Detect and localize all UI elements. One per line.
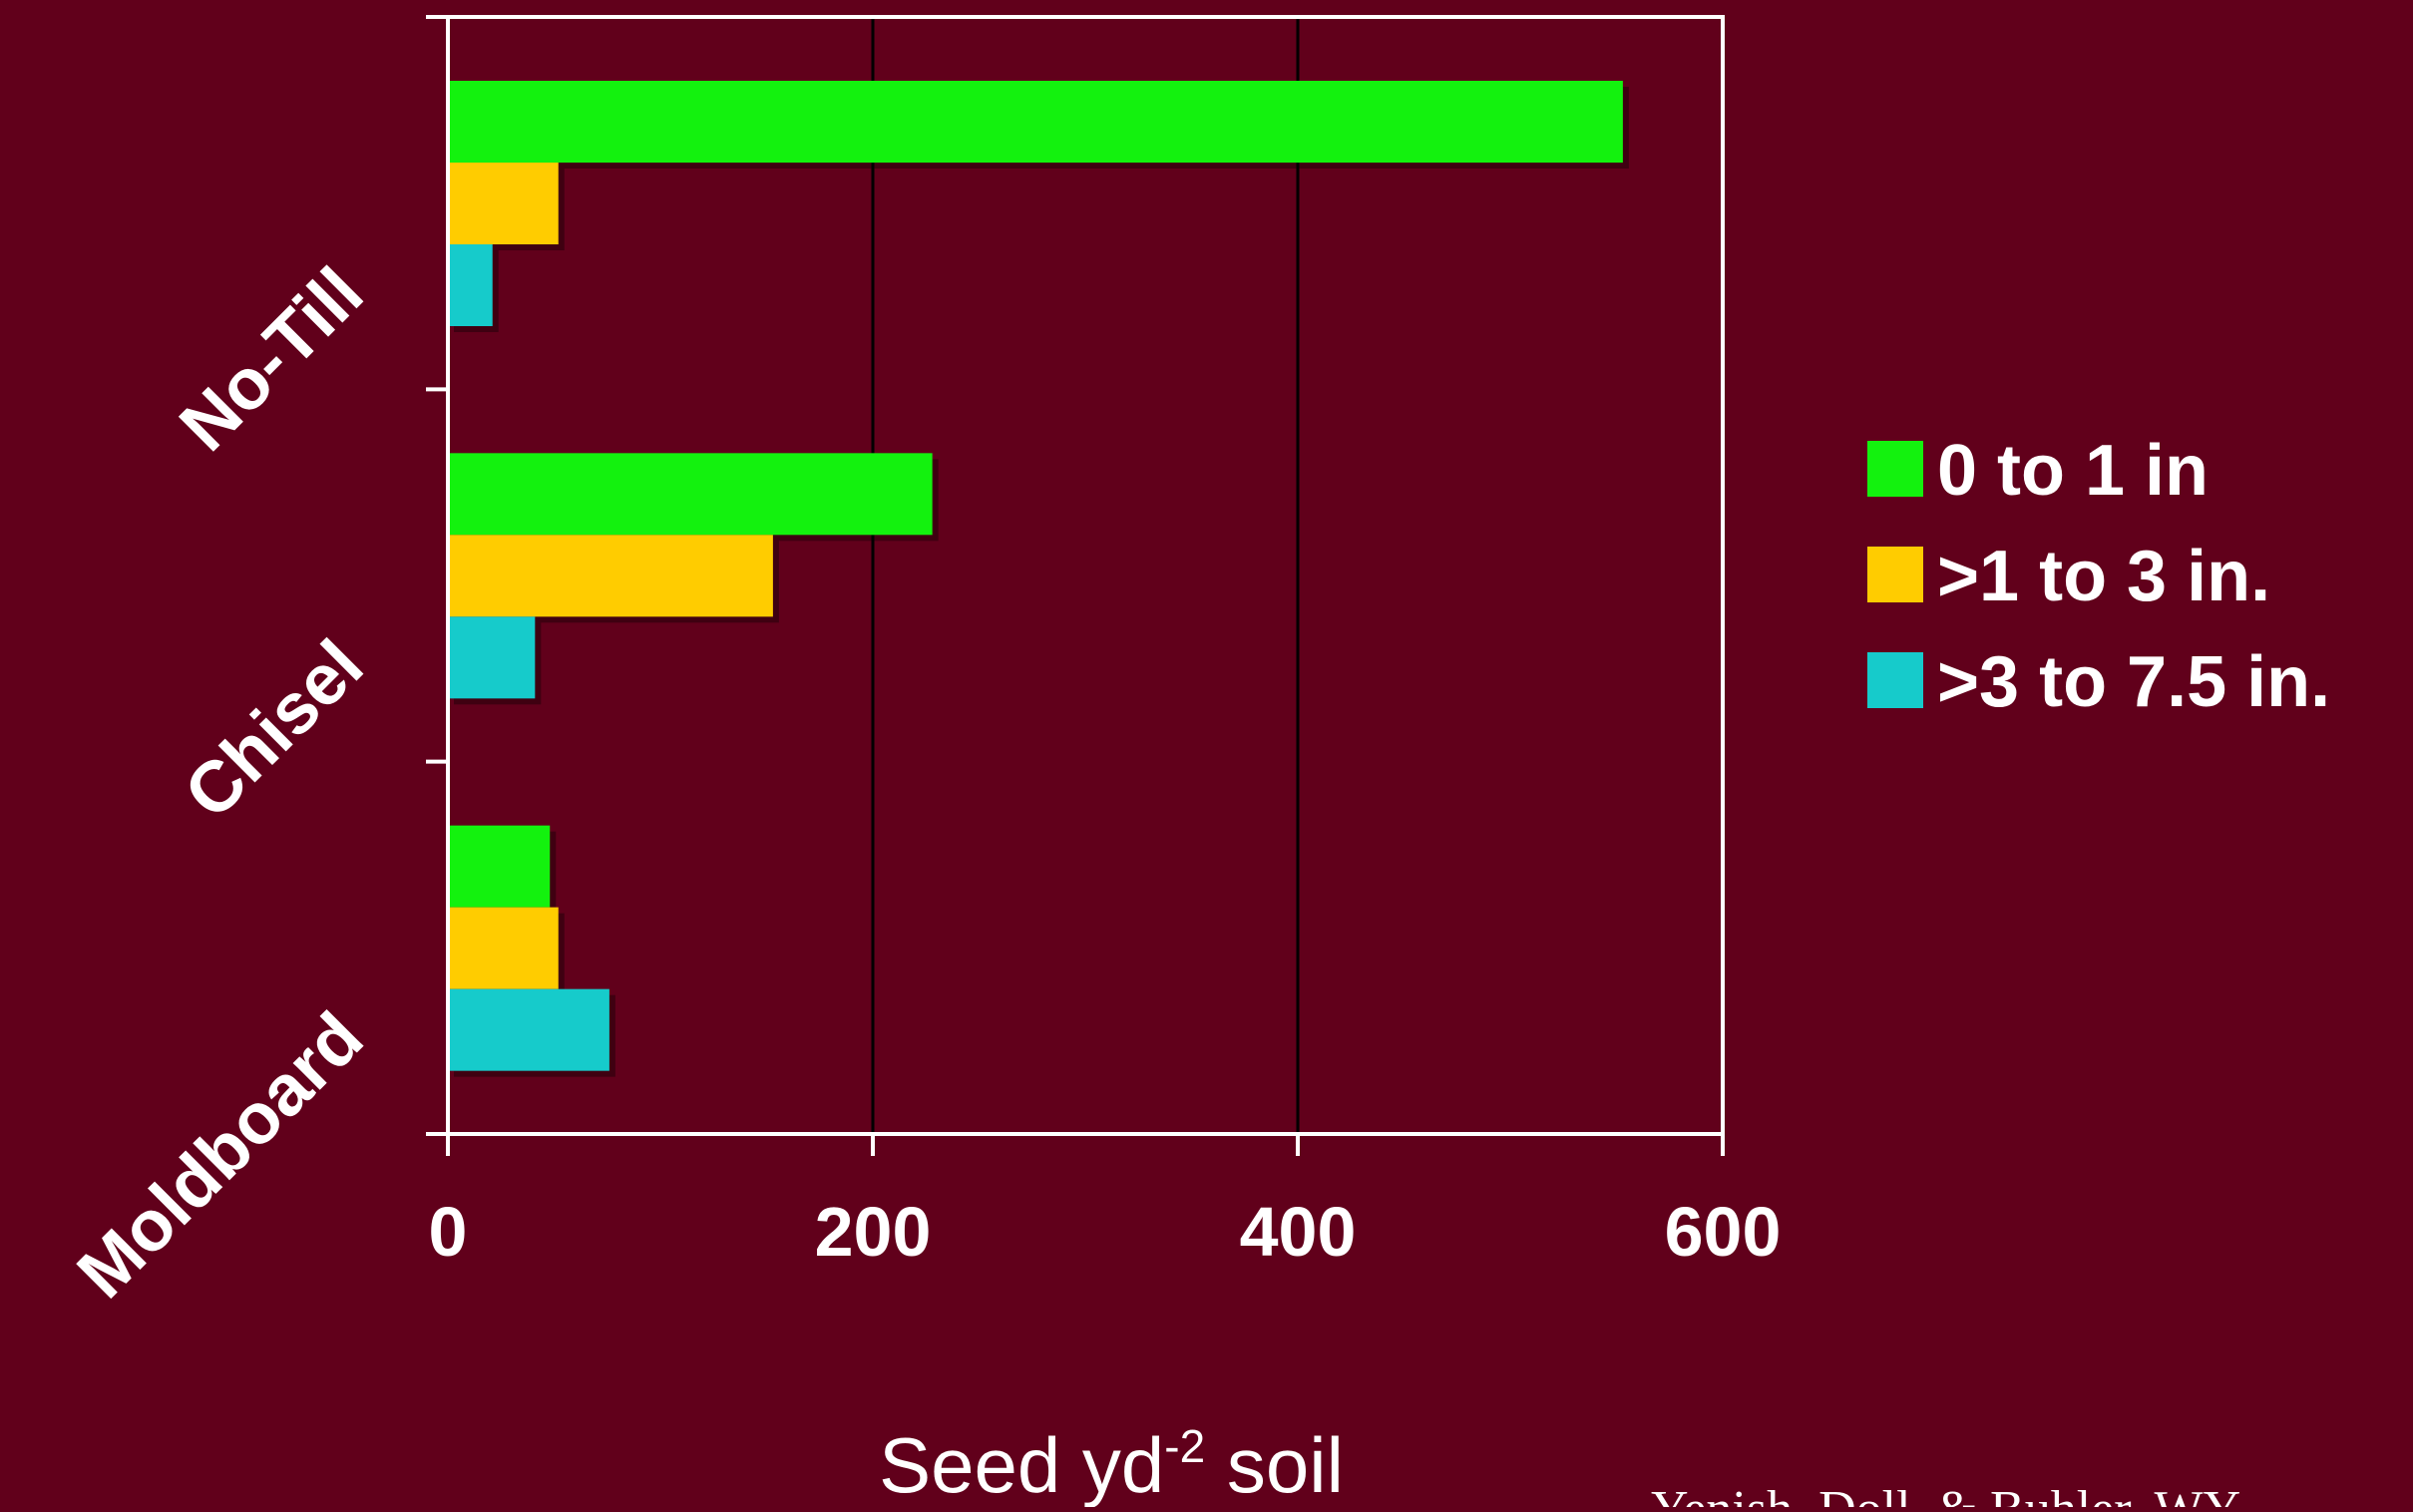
bar-chisel-1 — [448, 453, 933, 536]
legend: 0 to 1 in >1 to 3 in. >3 to 7.5 in. — [1867, 431, 2330, 722]
source-note: Yenish, Doll, & Buhler, WY — [1651, 1481, 2240, 1507]
x-axis-title-suffix: soil — [1205, 1421, 1344, 1507]
category-label-no-till: No-Till — [165, 252, 378, 466]
category-label-moldboard: Moldboard — [63, 997, 379, 1314]
legend-swatch-3 — [1867, 652, 1923, 708]
x-axis-title-main: Seed yd — [879, 1421, 1164, 1507]
bar-no-till-3 — [448, 244, 493, 326]
legend-swatch-2 — [1867, 547, 1923, 602]
bar-no-till-2 — [448, 163, 559, 244]
x-tick-label-200: 200 — [815, 1193, 932, 1271]
axis-layer — [426, 15, 1725, 1156]
x-axis-title-superscript: -2 — [1164, 1420, 1205, 1472]
legend-label-1: 0 to 1 in — [1937, 431, 2209, 511]
bar-moldboard-1 — [448, 825, 551, 908]
x-tick-label-400: 400 — [1240, 1193, 1357, 1271]
bar-chisel-2 — [448, 535, 773, 617]
bar-moldboard-2 — [448, 907, 559, 989]
bar-chisel-3 — [448, 616, 536, 699]
grid-layer — [871, 17, 1300, 1134]
category-label-chisel: Chisel — [170, 625, 378, 834]
x-tick-label-600: 600 — [1665, 1193, 1782, 1271]
bar-no-till-1 — [448, 81, 1623, 163]
legend-swatch-1 — [1867, 441, 1923, 497]
x-tick-label-0: 0 — [429, 1193, 468, 1271]
legend-label-3: >3 to 7.5 in. — [1937, 642, 2330, 722]
x-axis-title: Seed yd-2 soil — [879, 1420, 1344, 1507]
bar-layer — [448, 81, 1629, 1077]
label-layer: 0 200 400 600 No-Till Chisel Moldboard — [63, 252, 1782, 1313]
legend-label-2: >1 to 3 in. — [1937, 537, 2270, 616]
plot-frame — [446, 15, 1725, 1136]
bar-moldboard-3 — [448, 988, 609, 1071]
